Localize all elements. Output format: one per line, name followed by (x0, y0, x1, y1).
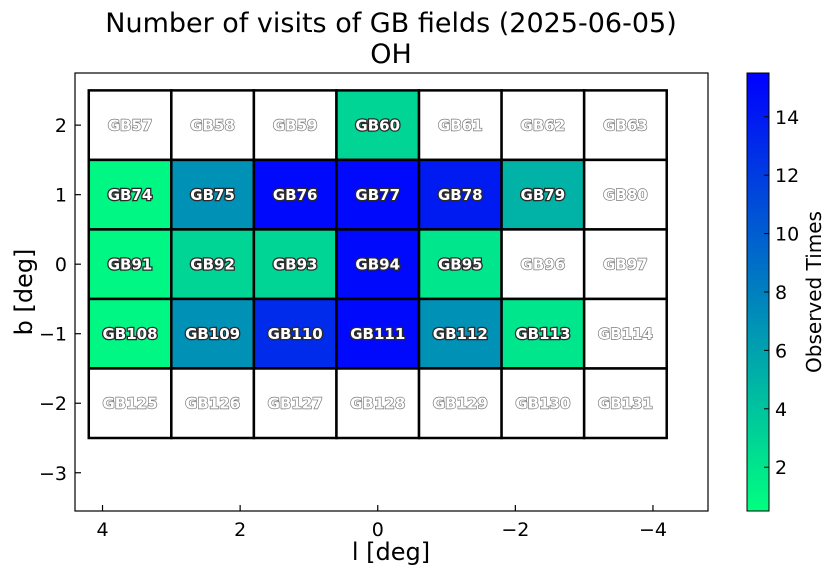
field-label: GB95 (438, 256, 483, 274)
field-label: GB131 (598, 395, 653, 413)
field-label: GB113 (515, 325, 570, 343)
heatmap-cell (170, 158, 256, 231)
field-label: GB110 (268, 325, 323, 343)
heatmap-cell (582, 297, 668, 370)
x-tick-label: 4 (96, 519, 108, 541)
colorbar-tick-label: 4 (775, 399, 787, 421)
heatmap-cell (582, 367, 668, 440)
field-label: GB74 (108, 186, 153, 204)
heatmap-cell (170, 367, 256, 440)
x-tick-label: −4 (639, 519, 667, 541)
field-label: GB126 (185, 395, 240, 413)
colorbar-ticks: 2 4 6 8 10 12 14 (764, 107, 799, 479)
x-axis-ticks: 4 2 0 −2 −4 (96, 505, 667, 541)
heatmap-cell (582, 89, 668, 162)
colorbar-tick-label: 10 (775, 224, 799, 246)
heatmap-cell (335, 228, 421, 301)
colorbar-tick-label: 8 (775, 282, 787, 304)
y-tick-label: −2 (39, 393, 67, 415)
field-label: GB114 (598, 325, 653, 343)
chart-title: Number of visits of GB fields (2025-06-0… (105, 8, 676, 39)
field-label: GB129 (433, 395, 488, 413)
field-label: GB75 (190, 186, 235, 204)
heatmap-cell (87, 228, 173, 301)
field-label: GB112 (433, 325, 488, 343)
field-label: GB60 (355, 117, 400, 135)
heatmap-cell (500, 158, 586, 231)
colorbar-tick-label: 2 (775, 457, 787, 479)
field-label: GB94 (355, 256, 400, 274)
heatmap-cell (417, 228, 503, 301)
field-label: GB62 (521, 117, 566, 135)
y-tick-label: −3 (39, 463, 67, 485)
heatmap-cell (335, 158, 421, 231)
field-label: GB57 (108, 117, 153, 135)
heatmap-cell (87, 297, 173, 370)
field-label: GB59 (273, 117, 318, 135)
x-tick-label: 0 (372, 519, 384, 541)
y-axis-label: b [deg] (10, 249, 38, 336)
heatmap-cell (500, 228, 586, 301)
y-tick-label: −1 (39, 324, 67, 346)
field-label: GB92 (190, 256, 235, 274)
x-tick-label: 2 (234, 519, 246, 541)
chart-subtitle: OH (370, 39, 412, 70)
colorbar-tick-label: 14 (775, 107, 799, 129)
field-label: GB77 (355, 186, 400, 204)
heatmap-cell (170, 228, 256, 301)
heatmap-cell (417, 367, 503, 440)
x-axis-label: l [deg] (352, 538, 430, 566)
field-label: GB80 (603, 186, 648, 204)
field-label: GB130 (515, 395, 570, 413)
colorbar-label: Observed Times (802, 211, 826, 373)
field-label: GB125 (103, 395, 158, 413)
field-label: GB58 (190, 117, 235, 135)
field-label: GB97 (603, 256, 648, 274)
field-label: GB128 (350, 395, 405, 413)
heatmap-cell (417, 89, 503, 162)
colorbar-tick-label: 6 (775, 340, 787, 362)
colorbar-tick-label: 12 (775, 165, 799, 187)
field-label: GB127 (268, 395, 323, 413)
heatmap-cell (417, 297, 503, 370)
field-label: GB96 (521, 256, 566, 274)
field-label: GB108 (103, 325, 158, 343)
field-label: GB61 (438, 117, 483, 135)
field-label: GB91 (108, 256, 153, 274)
field-label: GB79 (521, 186, 566, 204)
field-label: GB63 (603, 117, 648, 135)
cell-group (87, 89, 668, 440)
field-label: GB109 (185, 325, 240, 343)
x-tick-label: −2 (501, 519, 529, 541)
heatmap-cell (500, 367, 586, 440)
field-label: GB111 (350, 325, 405, 343)
field-label: GB78 (438, 186, 483, 204)
y-tick-label: 0 (55, 254, 67, 276)
heatmap-cell (582, 228, 668, 301)
y-tick-label: 1 (55, 185, 67, 207)
y-tick-label: 2 (55, 115, 67, 137)
field-label: GB76 (273, 186, 318, 204)
y-axis-ticks: 2 1 0 −1 −2 −3 (39, 115, 81, 485)
field-label: GB93 (273, 256, 318, 274)
field-label-group: GB57 GB58 GB59 GB60 GB61 GB62 GB63 GB74 GB75 GB76… (101, 115, 653, 413)
